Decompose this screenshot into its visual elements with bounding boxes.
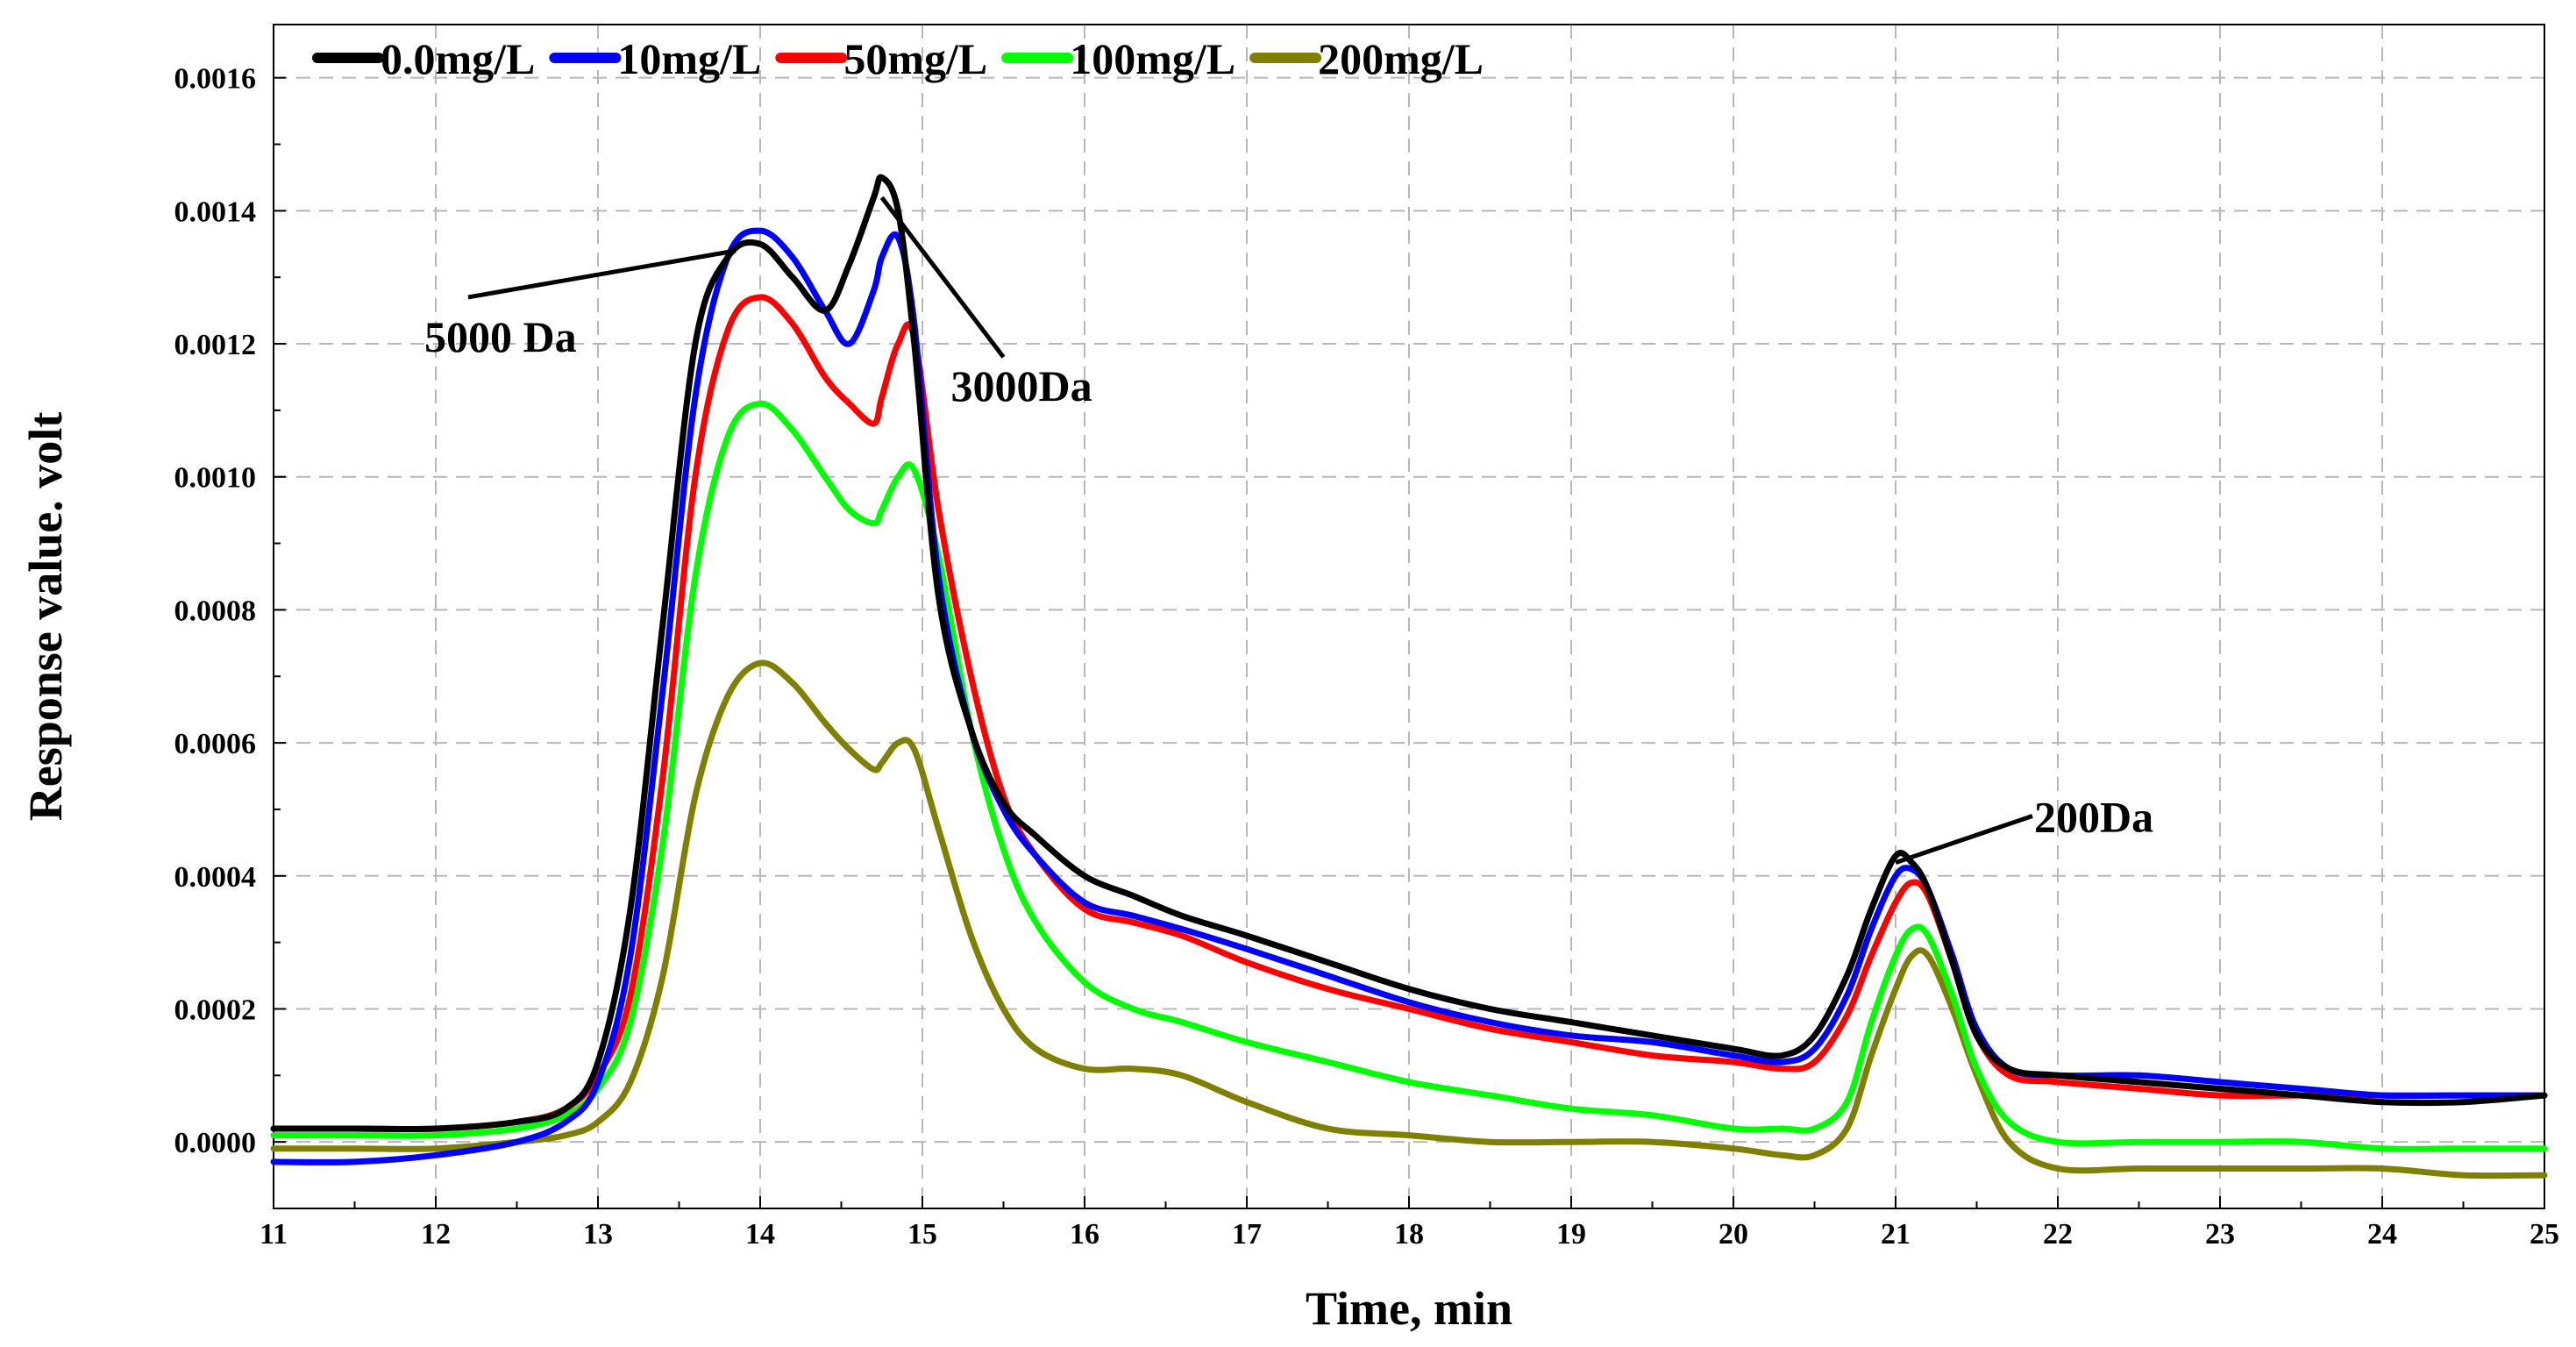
legend-label-50mg-l: 50mg/L bbox=[843, 34, 987, 83]
x-axis-label: Time, min bbox=[1306, 1282, 1512, 1335]
x-tick-label: 24 bbox=[2367, 1218, 2397, 1251]
x-tick-label: 19 bbox=[1556, 1218, 1586, 1251]
y-tick-label: 0.0016 bbox=[174, 63, 257, 96]
x-tick-label: 17 bbox=[1232, 1218, 1262, 1251]
y-tick-label: 0.0004 bbox=[174, 861, 257, 894]
y-tick-label: 0.0006 bbox=[174, 728, 257, 760]
series-line-0-0mg-l bbox=[270, 174, 2548, 1133]
x-tick-label: 15 bbox=[907, 1218, 937, 1251]
x-tick-label: 23 bbox=[2205, 1218, 2235, 1251]
annotations: 5000 Da 3000Da 200Da bbox=[424, 196, 2153, 865]
annotation-leader-line bbox=[467, 248, 737, 300]
y-axis-label: Response value. volt bbox=[19, 412, 72, 822]
legend-label-200mg-l: 200mg/L bbox=[1318, 34, 1484, 83]
series-lines bbox=[270, 174, 2548, 1180]
x-tick-label: 13 bbox=[583, 1218, 613, 1251]
y-tick-label: 0.0000 bbox=[174, 1127, 257, 1159]
legend-label-0-0mg-l: 0.0mg/L bbox=[381, 34, 535, 83]
y-tick-label: 0.0012 bbox=[174, 329, 257, 361]
x-tick-label: 14 bbox=[745, 1218, 775, 1251]
x-tick-label: 11 bbox=[260, 1218, 288, 1251]
y-tick-label: 0.0014 bbox=[174, 196, 257, 228]
annotation-leader-line bbox=[1895, 814, 2033, 865]
y-tick-label: 0.0008 bbox=[174, 595, 257, 627]
x-tick-label: 20 bbox=[1719, 1218, 1748, 1251]
annotation-label: 200Da bbox=[2034, 793, 2153, 842]
series-line-100mg-l bbox=[270, 400, 2548, 1152]
annotation-leader-line bbox=[879, 196, 1006, 359]
annotation-label: 5000 Da bbox=[424, 312, 577, 361]
x-tick-label: 18 bbox=[1394, 1218, 1424, 1251]
legend-label-10mg-l: 10mg/L bbox=[617, 34, 761, 83]
x-tick-label: 12 bbox=[421, 1218, 451, 1251]
series-line-200mg-l bbox=[270, 659, 2548, 1180]
x-tick-label: 16 bbox=[1070, 1218, 1099, 1251]
x-tick-label: 25 bbox=[2530, 1218, 2559, 1251]
x-tick-label: 22 bbox=[2043, 1218, 2073, 1251]
axis-ticks: 11 12 13 14 15 16 17 18 19 20 21 22 23 24 25 0.0000 0.00… bbox=[174, 63, 2560, 1251]
y-tick-label: 0.0010 bbox=[174, 462, 257, 495]
x-tick-label: 21 bbox=[1881, 1218, 1911, 1251]
legend-label-100mg-l: 100mg/L bbox=[1070, 34, 1235, 83]
y-tick-label: 0.0002 bbox=[174, 994, 257, 1026]
legend: 0.0mg/L 10mg/L 50mg/L 100mg/L 200mg/L bbox=[312, 34, 1484, 83]
annotation-label: 3000Da bbox=[951, 361, 1092, 410]
